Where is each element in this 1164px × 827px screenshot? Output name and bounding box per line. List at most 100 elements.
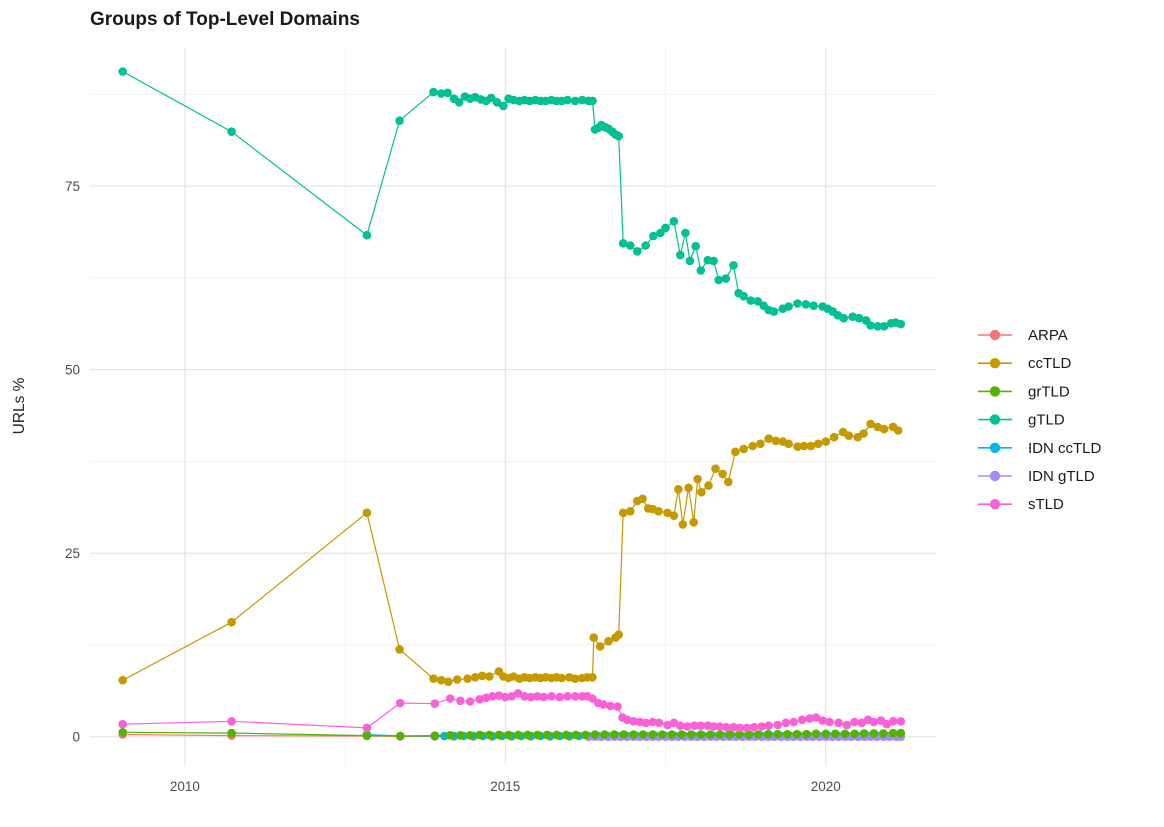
data-point-cctld bbox=[704, 481, 713, 490]
legend-key-dot-cctld bbox=[989, 358, 1001, 369]
data-point-cctld bbox=[618, 508, 628, 518]
data-point-gtld bbox=[588, 96, 597, 106]
data-point-cctld bbox=[799, 441, 809, 451]
data-point-stld bbox=[729, 722, 738, 732]
data-point-cctld bbox=[866, 419, 875, 429]
gridlines bbox=[90, 48, 936, 765]
data-point-grtld bbox=[677, 730, 686, 739]
data-point-gtld bbox=[685, 256, 695, 266]
data-point-gtld bbox=[676, 250, 685, 260]
legend-item-idn-cctld: IDN ccTLD bbox=[978, 440, 1102, 457]
data-point-gtld bbox=[649, 231, 658, 241]
data-point-grtld bbox=[513, 730, 523, 740]
data-point-cctld bbox=[588, 673, 597, 682]
data-point-grtld bbox=[888, 728, 898, 738]
data-point-gtld bbox=[661, 223, 670, 233]
data-point-grtld bbox=[744, 730, 754, 739]
data-point-grtld bbox=[523, 730, 532, 740]
data-point-gtld bbox=[429, 87, 438, 97]
data-point-cctld bbox=[663, 508, 672, 518]
data-point-stld bbox=[507, 692, 516, 701]
data-point-cctld bbox=[689, 518, 698, 527]
data-point-grtld bbox=[362, 731, 372, 740]
data-point-grtld bbox=[581, 730, 590, 740]
data-point-cctld bbox=[693, 474, 702, 484]
data-point-gtld bbox=[614, 131, 623, 141]
x-tick-label: 2020 bbox=[811, 779, 841, 794]
data-point-cctld bbox=[470, 673, 480, 682]
data-point-cctld bbox=[879, 424, 889, 434]
data-point-cctld bbox=[614, 630, 623, 639]
data-point-grtld bbox=[667, 730, 677, 739]
data-point-grtld bbox=[533, 730, 542, 740]
legend-key-dot-stld bbox=[989, 499, 1001, 510]
data-point-gtld bbox=[784, 302, 793, 311]
legend-label-cctld: ccTLD bbox=[1028, 355, 1072, 372]
data-point-gtld bbox=[227, 127, 236, 136]
legend-label-stld: sTLD bbox=[1028, 496, 1064, 513]
data-point-gtld bbox=[709, 256, 718, 266]
data-point-cctld bbox=[784, 439, 793, 449]
data-point-cctld bbox=[674, 485, 683, 494]
data-point-grtld bbox=[783, 729, 792, 739]
data-point-stld bbox=[555, 692, 565, 702]
data-point-stld bbox=[842, 720, 852, 730]
data-point-cctld bbox=[485, 672, 494, 681]
data-point-cctld bbox=[362, 508, 372, 518]
data-point-cctld bbox=[626, 507, 635, 516]
data-point-grtld bbox=[629, 730, 638, 739]
data-point-stld bbox=[676, 721, 685, 730]
data-point-cctld bbox=[748, 441, 757, 451]
series-line-gtld bbox=[122, 70, 901, 327]
series-stld bbox=[118, 689, 906, 733]
data-point-cctld bbox=[589, 633, 599, 642]
data-point-grtld bbox=[821, 729, 831, 739]
legend-key-dot-idn-gtld bbox=[989, 470, 1001, 482]
series-gtld bbox=[118, 67, 906, 331]
data-point-stld bbox=[709, 722, 718, 731]
data-point-gtld bbox=[492, 98, 502, 107]
data-point-gtld bbox=[641, 241, 650, 250]
data-point-stld bbox=[818, 716, 827, 725]
legend-key-dot-gtld bbox=[989, 414, 1001, 425]
data-point-cctld bbox=[829, 432, 839, 442]
data-point-cctld bbox=[452, 675, 462, 684]
data-point-gtld bbox=[721, 274, 731, 283]
data-point-gtld bbox=[739, 291, 748, 301]
data-point-cctld bbox=[739, 444, 748, 454]
chart-title: Groups of Top-Level Domains bbox=[90, 9, 360, 30]
data-point-stld bbox=[641, 718, 650, 728]
data-point-cctld bbox=[557, 673, 566, 683]
data-point-stld bbox=[430, 699, 440, 708]
data-point-stld bbox=[488, 692, 497, 701]
legend-key-dot-grtld bbox=[989, 386, 1001, 397]
data-point-cctld bbox=[724, 477, 733, 487]
data-point-stld bbox=[781, 718, 791, 728]
legend-label-idn-gtld: IDN gTLD bbox=[1028, 468, 1095, 485]
data-point-stld bbox=[445, 694, 455, 703]
data-point-grtld bbox=[706, 730, 715, 739]
data-point-cctld bbox=[227, 617, 236, 627]
data-point-stld bbox=[797, 715, 807, 725]
y-tick-label: 75 bbox=[65, 179, 80, 194]
data-point-grtld bbox=[475, 730, 485, 740]
data-point-stld bbox=[773, 720, 782, 730]
data-point-stld bbox=[850, 717, 859, 727]
data-point-grtld bbox=[696, 730, 706, 739]
data-point-gtld bbox=[669, 217, 679, 226]
data-point-grtld bbox=[850, 729, 859, 739]
data-point-grtld bbox=[395, 731, 405, 741]
data-point-stld bbox=[825, 717, 834, 727]
data-point-grtld bbox=[571, 730, 581, 740]
data-point-stld bbox=[811, 713, 821, 722]
data-point-gtld bbox=[696, 266, 706, 275]
data-point-gtld bbox=[873, 322, 882, 331]
data-point-stld bbox=[764, 721, 773, 730]
legend-item-idn-gtld: IDN gTLD bbox=[978, 468, 1095, 485]
data-point-cctld bbox=[118, 675, 127, 685]
data-point-stld bbox=[613, 702, 622, 711]
y-axis-title: URLs % bbox=[11, 377, 28, 434]
data-point-stld bbox=[742, 723, 752, 733]
data-point-stld bbox=[669, 718, 679, 728]
data-point-gtld bbox=[681, 228, 690, 238]
